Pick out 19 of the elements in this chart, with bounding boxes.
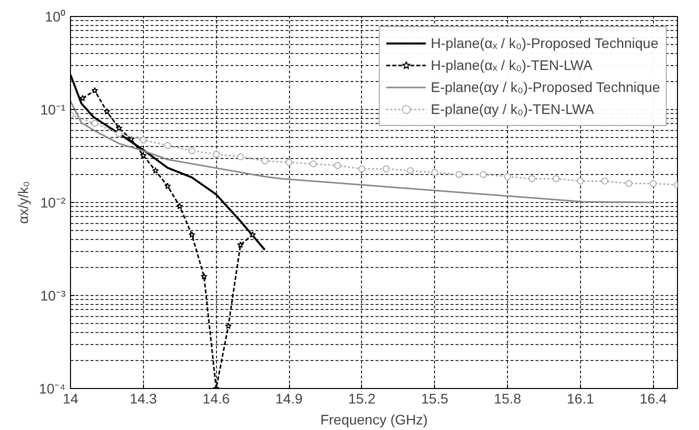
legend-label: E-plane(αy / k₀)-TEN-LWA	[430, 101, 594, 117]
x-tick-label: 14.6	[202, 390, 230, 406]
x-tick-label: 14.3	[130, 390, 158, 406]
x-tick-label: 15.2	[348, 390, 376, 406]
x-tick-label: 15.8	[494, 390, 522, 406]
x-axis-title: Frequency (GHz)	[320, 412, 428, 428]
legend-label: E-plane(αy / k₀)-Proposed Technique	[430, 79, 660, 95]
x-tick-label: 14	[62, 390, 78, 406]
y-tick-label: 10⁻²	[40, 194, 66, 210]
legend-label: H-plane(αₓ / k₀)-Proposed Technique	[430, 35, 658, 51]
x-tick-label: 16.4	[640, 390, 668, 406]
y-tick-label: 10⁰	[44, 8, 66, 24]
legend-label: H-plane(αₓ / k₀)-TEN-LWA	[430, 57, 592, 73]
y-axis-title: αx/y/k₀	[14, 180, 31, 224]
x-tick-label: 14.9	[275, 390, 303, 406]
x-tick-label: 15.5	[421, 390, 449, 406]
y-tick-label: 10⁻³	[40, 288, 66, 304]
y-tick-label: 10⁻¹	[40, 102, 66, 118]
x-tick-label: 16.1	[566, 390, 594, 406]
